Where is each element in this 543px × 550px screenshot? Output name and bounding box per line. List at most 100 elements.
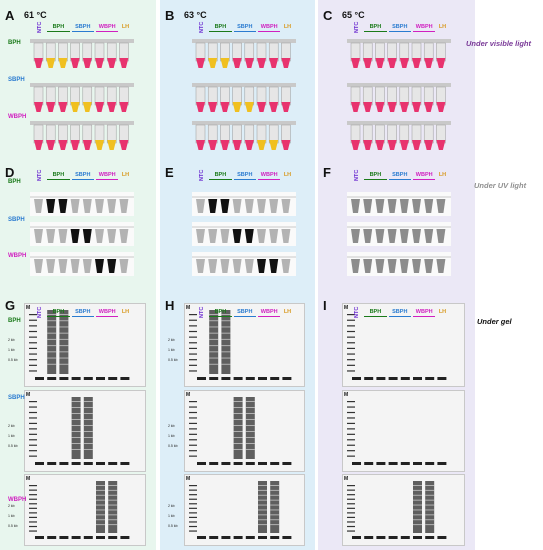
header-bph: BPH: [369, 24, 382, 30]
tube-liquid: [58, 58, 68, 68]
ladder-gap: [413, 524, 422, 526]
primer-band: [270, 536, 280, 539]
temperature-label-1: 61 °C: [24, 10, 47, 20]
uv-tube: [70, 229, 80, 243]
primer-band: [120, 462, 130, 465]
uv-tube: [424, 229, 434, 243]
ladder-gap: [96, 504, 105, 506]
header-underline-2: [71, 179, 94, 180]
ladder-gap: [59, 326, 69, 328]
ladder-gap: [413, 489, 422, 491]
uv-tube: [387, 199, 397, 213]
ladder-gap: [425, 489, 435, 491]
visible-tube-strip-1-3: [30, 121, 134, 150]
marker-band: [29, 359, 37, 361]
tube-liquid: [95, 102, 104, 112]
marker-band: [189, 342, 197, 344]
uv-strip-bg: [347, 252, 451, 276]
tube-liquid: [424, 140, 434, 150]
uv-tube: [196, 199, 205, 213]
marker-band: [347, 370, 355, 372]
primer-band: [282, 462, 292, 465]
ladder-gap: [83, 437, 93, 438]
header-wbph: WBPH: [260, 172, 278, 178]
gel-lanes: [189, 481, 292, 539]
ladder-smear: [96, 481, 105, 533]
header-sbph: SBPH: [75, 172, 91, 178]
primer-band: [437, 377, 447, 380]
uv-tube: [387, 259, 397, 273]
row-label-wbph: WBPH: [8, 253, 27, 259]
header-ntc: NTC: [354, 21, 361, 33]
header-underline-3: [258, 179, 281, 180]
ladder-gap: [71, 431, 81, 432]
panel-letter-c: C: [323, 8, 333, 23]
panel-letter-a: A: [5, 8, 15, 23]
ladder-gap: [47, 351, 57, 353]
note-gel: Under gel: [477, 317, 512, 326]
uv-tube: [269, 229, 279, 243]
primer-band: [413, 536, 422, 539]
primer-band: [413, 462, 422, 465]
ladder-gap: [108, 489, 118, 491]
marker-band: [29, 521, 37, 523]
marker-label-3-3: M: [344, 476, 349, 482]
uv-tube-strip-3-1: [347, 192, 451, 216]
primer-band: [120, 377, 130, 380]
ladder-gap: [425, 509, 435, 511]
gel-lanes: [29, 481, 130, 539]
uv-tube: [208, 259, 218, 273]
header-underline-1: [47, 179, 70, 180]
tube-cap-bar: [30, 121, 134, 125]
uv-tube-strip-1-3: [30, 252, 134, 276]
marker-band: [189, 485, 197, 487]
ladder-gap: [221, 326, 231, 328]
panel-letter-f: F: [323, 165, 331, 180]
header-lh: LH: [283, 309, 292, 315]
uv-tube: [95, 259, 104, 273]
ladder-gap: [209, 314, 219, 315]
ladder-smear: [270, 481, 280, 533]
tube-liquid: [196, 140, 205, 150]
gel-lanes: [347, 314, 447, 380]
marker-band: [189, 521, 197, 523]
primer-band: [59, 462, 69, 465]
tube-liquid: [363, 140, 373, 150]
tube-liquid: [375, 102, 385, 112]
marker-band: [29, 455, 37, 457]
marker-band: [347, 455, 355, 457]
uv-tube: [119, 259, 129, 273]
uv-tube-strip-2-1: [192, 192, 296, 216]
tube-liquid: [387, 102, 397, 112]
gel-image-2-1: [184, 303, 305, 387]
tube-liquid: [46, 58, 56, 68]
primer-band: [47, 377, 57, 380]
primer-band: [245, 536, 255, 539]
uv-tube: [412, 199, 421, 213]
marker-label-3-2: M: [344, 392, 349, 398]
marker-band: [29, 512, 37, 514]
uv-strip-bg: [347, 222, 451, 246]
primer-band: [47, 462, 57, 465]
ladder-gap: [233, 443, 243, 444]
ladder-gap: [233, 419, 243, 420]
ladder-gap: [221, 351, 231, 353]
uv-tube: [107, 259, 117, 273]
marker-band: [29, 439, 37, 441]
marker-band: [189, 450, 197, 452]
uv-tube: [363, 259, 373, 273]
marker-band: [347, 336, 355, 338]
ladder-gap: [108, 524, 118, 526]
marker-band: [29, 428, 37, 430]
primer-band: [71, 536, 81, 539]
tube-liquid: [107, 140, 117, 150]
marker-band: [29, 494, 37, 496]
header-wbph: WBPH: [98, 172, 116, 178]
tube-liquid: [34, 58, 43, 68]
tube-cap-bar: [347, 39, 451, 43]
tube-liquid: [387, 58, 397, 68]
header-underline-2: [388, 179, 411, 180]
header-wbph: WBPH: [260, 24, 278, 30]
marker-label-2-1: M: [186, 305, 191, 311]
tube-cap-bar: [347, 121, 451, 125]
